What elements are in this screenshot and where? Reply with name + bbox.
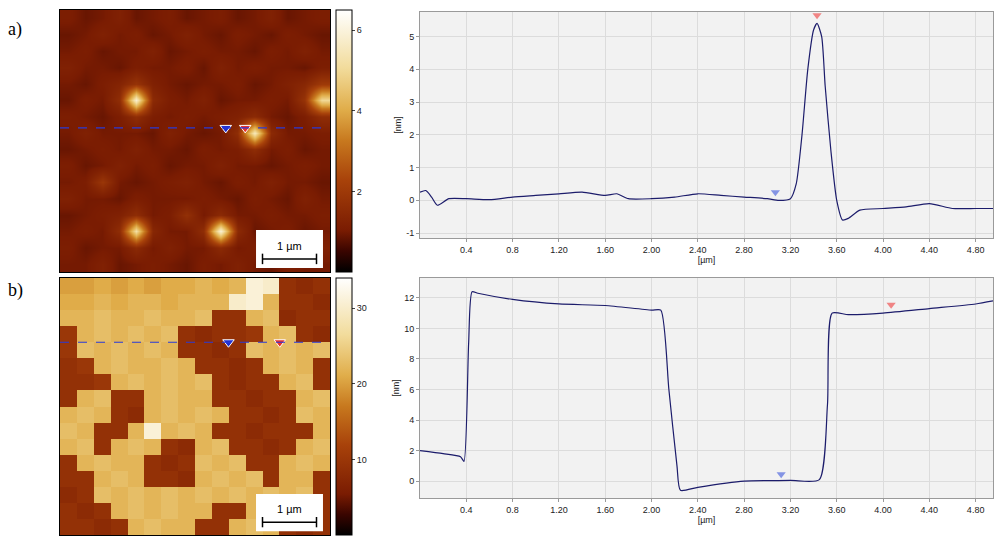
svg-text:3.60: 3.60 — [828, 245, 846, 255]
svg-text:2: 2 — [409, 446, 414, 456]
svg-text:2.80: 2.80 — [735, 245, 753, 255]
svg-text:1 µm: 1 µm — [277, 240, 302, 252]
svg-text:20: 20 — [357, 379, 367, 389]
svg-text:4: 4 — [409, 64, 414, 74]
svg-text:2.00: 2.00 — [643, 505, 661, 515]
svg-text:4.80: 4.80 — [967, 245, 985, 255]
svg-text:2.80: 2.80 — [735, 505, 753, 515]
svg-text:[µm]: [µm] — [698, 255, 716, 265]
svg-text:8: 8 — [409, 354, 414, 364]
svg-text:2.40: 2.40 — [689, 245, 707, 255]
svg-text:10: 10 — [404, 324, 414, 334]
svg-text:3: 3 — [409, 97, 414, 107]
svg-text:b): b) — [8, 280, 23, 301]
svg-text:4.00: 4.00 — [874, 245, 892, 255]
svg-text:3.60: 3.60 — [828, 505, 846, 515]
svg-text:2.00: 2.00 — [643, 245, 661, 255]
svg-text:[nm]: [nm] — [391, 379, 401, 397]
svg-text:4: 4 — [409, 415, 414, 425]
svg-text:6: 6 — [409, 385, 414, 395]
svg-text:4: 4 — [357, 106, 362, 116]
svg-text:12: 12 — [404, 293, 414, 303]
svg-text:4.00: 4.00 — [874, 505, 892, 515]
svg-text:1.20: 1.20 — [550, 505, 568, 515]
svg-text:4.40: 4.40 — [921, 245, 939, 255]
svg-text:4.80: 4.80 — [967, 505, 985, 515]
svg-text:a): a) — [8, 19, 22, 40]
svg-text:2: 2 — [357, 187, 362, 197]
svg-text:1.60: 1.60 — [596, 505, 614, 515]
svg-text:1 µm: 1 µm — [277, 503, 302, 515]
svg-text:0.4: 0.4 — [460, 505, 473, 515]
svg-text:5: 5 — [409, 32, 414, 42]
svg-text:4.40: 4.40 — [921, 505, 939, 515]
svg-text:3.20: 3.20 — [782, 505, 800, 515]
svg-text:[nm]: [nm] — [393, 116, 403, 134]
svg-text:1.20: 1.20 — [550, 245, 568, 255]
svg-text:3.20: 3.20 — [782, 245, 800, 255]
svg-text:0.4: 0.4 — [460, 245, 473, 255]
svg-text:6: 6 — [357, 25, 362, 35]
svg-text:0.8: 0.8 — [506, 505, 519, 515]
svg-text:0.8: 0.8 — [506, 245, 519, 255]
svg-text:-1: -1 — [406, 228, 414, 238]
svg-text:0: 0 — [409, 476, 414, 486]
svg-text:10: 10 — [357, 455, 367, 465]
svg-text:2: 2 — [409, 130, 414, 140]
svg-text:2.40: 2.40 — [689, 505, 707, 515]
svg-text:0: 0 — [409, 195, 414, 205]
svg-text:[µm]: [µm] — [698, 515, 716, 525]
svg-text:1: 1 — [409, 163, 414, 173]
svg-text:30: 30 — [357, 303, 367, 313]
svg-text:1.60: 1.60 — [596, 245, 614, 255]
